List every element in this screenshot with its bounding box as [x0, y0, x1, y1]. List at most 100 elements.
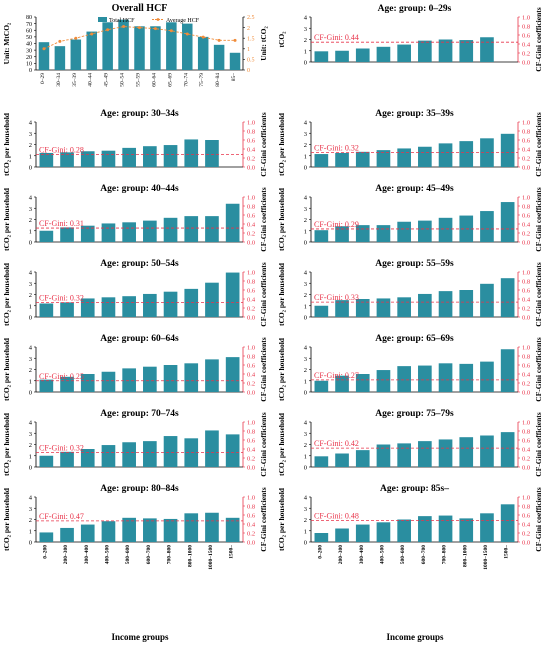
left-tick-label: 3 [29, 506, 32, 513]
left-tick-label: 50 [26, 35, 32, 41]
bar [418, 293, 432, 317]
right-tick-label: 0.0 [247, 240, 255, 247]
bar [376, 370, 391, 392]
bar [438, 363, 453, 392]
y-axis-label: tCO₂ per household [277, 112, 286, 176]
x-tick-label: 55–59 [136, 73, 142, 87]
bar [355, 299, 370, 317]
x-tick-label: 70–74 [183, 73, 189, 87]
left-tick-label: 1 [304, 48, 307, 55]
bar [101, 223, 116, 242]
x-tick-label: 300–400 [84, 545, 90, 565]
x-tick-label: 200–300 [338, 545, 344, 565]
right-tick-label: 0.6 [522, 138, 531, 145]
y2-axis-label: CF-Gini coefficients [259, 112, 268, 176]
bar [80, 298, 95, 317]
left-tick-label: 3 [29, 281, 32, 288]
x-tick-label: 300–400 [359, 545, 365, 565]
right-tick-label: 0.8 [522, 429, 530, 436]
right-tick-label: 0.8 [247, 279, 255, 286]
gini-label: CF-Gini: 0.33 [314, 293, 359, 302]
bar [355, 524, 370, 542]
left-tick-label: 80 [26, 15, 32, 21]
bar [335, 152, 349, 167]
bar [122, 442, 136, 467]
bar [397, 221, 411, 242]
y2-axis-label: Unit: tCO₂ [259, 25, 268, 60]
bar [60, 527, 74, 542]
panel-title: Age: group: 55–59s [375, 259, 454, 269]
bar [355, 374, 370, 392]
bar [163, 436, 178, 467]
bar [355, 450, 370, 467]
right-tick-label: 0.2 [522, 156, 530, 163]
bar [335, 226, 349, 242]
left-tick-label: 1 [29, 303, 32, 310]
right-tick-label: 0.4 [247, 522, 256, 529]
left-tick-label: 0 [304, 465, 307, 472]
y-axis-label: tCO₂ [277, 31, 286, 48]
gini-label: CF-Gini: 0.42 [314, 439, 359, 448]
bar [459, 518, 474, 542]
bar [500, 278, 515, 317]
bar [397, 297, 411, 317]
left-tick-label: 2 [304, 142, 307, 149]
right-tick-label: 0.6 [522, 213, 531, 220]
right-tick-label: 0.0 [522, 60, 530, 67]
left-tick-label: 2 [29, 517, 32, 524]
left-tick-label: 2 [304, 442, 307, 449]
bar [314, 230, 329, 242]
right-tick-label: 2.5 [247, 15, 255, 21]
bar [39, 303, 54, 317]
right-tick-label: 0.8 [247, 129, 255, 136]
average-hcf-point [169, 29, 173, 33]
bar [122, 517, 136, 542]
bar [39, 379, 54, 392]
x-axis-title-left: Income groups [111, 632, 169, 642]
bar [122, 147, 136, 167]
left-tick-label: 4 [29, 195, 33, 202]
left-tick-label: 2 [29, 292, 32, 299]
left-tick-label: 1 [29, 453, 32, 460]
x-tick-label: 45–49 [104, 73, 110, 87]
left-tick-label: 0 [304, 540, 307, 547]
bar [314, 380, 329, 392]
left-tick-label: 70 [26, 22, 32, 28]
panel-title: Overall HCF [112, 3, 168, 14]
left-tick-label: 1 [29, 228, 32, 235]
right-tick-label: 0.8 [522, 279, 530, 286]
bar [122, 368, 136, 392]
left-tick-label: 4 [29, 345, 33, 352]
bar [143, 518, 157, 542]
bar [182, 23, 193, 70]
left-tick-label: 3 [304, 131, 307, 138]
bar [418, 365, 432, 392]
left-tick-label: 4 [304, 495, 308, 502]
right-tick-label: 0.8 [522, 204, 530, 211]
bar [438, 515, 453, 542]
panel-title: Age: group: 30–34s [100, 109, 179, 119]
x-tick-label: 75–79 [199, 73, 205, 87]
bar [418, 441, 432, 467]
left-tick-label: 0 [304, 315, 307, 322]
y-axis-label: tCO₂ per household [2, 112, 11, 176]
panel-title: Age: group: 70–74s [100, 409, 179, 419]
right-tick-label: 0.4 [522, 147, 531, 154]
bar [314, 154, 329, 167]
panel-title: Age: group: 60–64s [100, 334, 179, 344]
panel-title: Age: group: 0–29s [378, 4, 452, 14]
chart-panel-5: Age: group: 45–49s 0 1 2 3 4 0.0 0.2 0.4 0.6 0.8 1.… [277, 184, 543, 252]
bar [80, 151, 95, 167]
bar [39, 230, 54, 242]
bar [102, 22, 113, 70]
chart-panel-7: Age: group: 55–59s 0 1 2 3 4 0.0 0.2 0.4 0.6 0.8 1.… [277, 259, 543, 327]
y-axis-label: tCO₂ per household [277, 262, 286, 326]
right-tick-label: 0.4 [247, 447, 256, 454]
x-tick-label: 60–64 [151, 73, 157, 87]
right-tick-label: 1.0 [522, 420, 530, 427]
left-tick-label: 1 [29, 378, 32, 385]
bar [335, 528, 349, 542]
bar [500, 133, 515, 167]
left-tick-label: 10 [26, 62, 32, 68]
legend-label-total: Total HCF [109, 18, 135, 24]
